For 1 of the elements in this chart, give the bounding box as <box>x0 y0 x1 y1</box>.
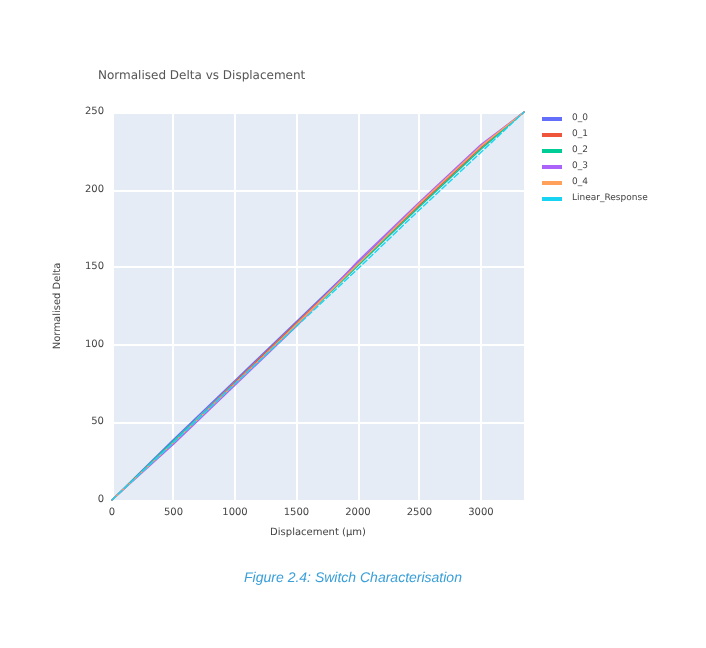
line-series <box>111 111 525 501</box>
